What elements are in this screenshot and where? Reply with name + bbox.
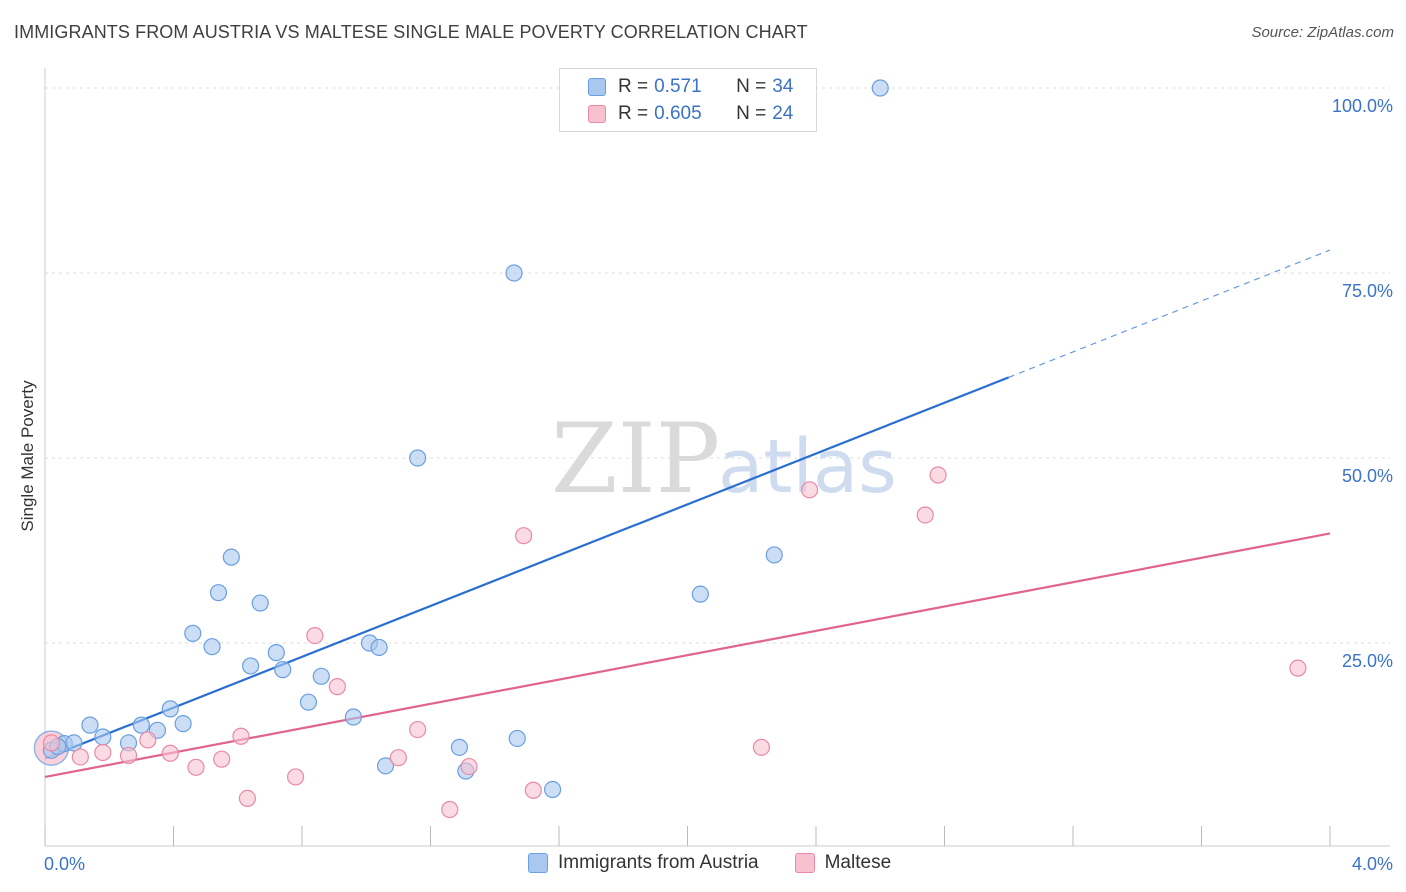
y-tick-label: 75.0% xyxy=(1342,281,1393,301)
chart-title: IMMIGRANTS FROM AUSTRIA VS MALTESE SINGL… xyxy=(14,22,808,42)
data-point-austria xyxy=(508,729,526,748)
series-label-maltese: Maltese xyxy=(824,852,892,873)
data-point-maltese xyxy=(232,727,250,745)
data-points xyxy=(33,79,1307,819)
data-point-austria xyxy=(312,667,330,685)
legend-swatch-maltese xyxy=(588,105,606,123)
data-point-austria xyxy=(274,661,292,679)
legend-n-label: N = xyxy=(736,103,767,124)
data-point-maltese xyxy=(441,800,459,819)
data-point-austria xyxy=(543,780,562,799)
data-point-austria xyxy=(251,594,269,612)
axes xyxy=(44,68,1390,847)
data-point-maltese xyxy=(238,789,256,808)
series-legend-maltese[interactable]: Maltese xyxy=(794,852,892,874)
data-point-austria xyxy=(203,638,221,656)
data-point-austria xyxy=(222,548,240,566)
data-point-maltese xyxy=(119,746,138,765)
data-point-austria xyxy=(174,715,192,733)
data-point-maltese xyxy=(213,750,231,768)
data-point-maltese xyxy=(916,506,934,524)
data-point-maltese xyxy=(515,527,533,545)
legend-swatch-austria xyxy=(588,78,606,96)
legend-r-label: R = xyxy=(618,103,649,124)
data-point-austria xyxy=(871,79,889,97)
trend-line xyxy=(44,532,1331,779)
data-point-maltese xyxy=(306,626,324,645)
data-point-austria xyxy=(344,708,362,726)
data-point-austria xyxy=(370,638,388,657)
data-point-austria xyxy=(184,624,202,642)
data-point-austria xyxy=(94,728,112,746)
data-point-maltese xyxy=(460,757,478,776)
legend-r-value: 0.605 xyxy=(654,103,702,124)
y-tick-label: 25.0% xyxy=(1342,651,1393,671)
trend-line xyxy=(44,376,1010,760)
data-point-austria xyxy=(299,693,318,711)
data-point-austria xyxy=(65,734,83,752)
data-point-maltese xyxy=(800,481,819,499)
series-swatch-maltese xyxy=(794,853,815,873)
data-point-maltese xyxy=(139,731,157,749)
series-legend: Immigrants from Austria Maltese xyxy=(528,852,927,874)
data-point-austria xyxy=(691,585,709,603)
series-swatch-austria xyxy=(528,853,548,873)
data-point-austria xyxy=(161,700,179,718)
data-point-austria xyxy=(409,449,427,467)
data-point-maltese xyxy=(389,749,407,767)
data-point-maltese xyxy=(42,734,61,752)
source-label: Source: ZipAtlas.com xyxy=(1251,24,1394,41)
data-point-austria xyxy=(242,657,260,675)
data-point-maltese xyxy=(94,743,112,762)
legend-row-maltese: R = 0.605 N = 24 xyxy=(560,101,793,127)
data-point-maltese xyxy=(286,768,305,786)
data-point-austria xyxy=(209,584,228,602)
watermark-zip: ZIP xyxy=(551,403,720,515)
data-point-maltese xyxy=(524,781,542,799)
data-point-maltese xyxy=(161,744,179,762)
legend-r-value: 0.571 xyxy=(654,76,702,97)
data-point-austria xyxy=(81,716,99,734)
legend-r-label: R = xyxy=(618,76,649,97)
data-point-maltese xyxy=(187,758,205,776)
y-tick-label: 50.0% xyxy=(1342,466,1393,486)
trend-lines xyxy=(44,249,1331,779)
data-point-maltese xyxy=(328,678,346,696)
data-point-austria xyxy=(267,644,285,662)
tick-labels: 25.0% 50.0% 75.0% 100.0% 0.0% 4.0% xyxy=(44,96,1393,874)
legend-n-value: 24 xyxy=(772,103,794,124)
legend-row-austria: R = 0.571 N = 34 xyxy=(560,74,793,100)
gridlines xyxy=(45,87,1390,644)
data-point-maltese xyxy=(1289,659,1307,677)
trend-line-extension xyxy=(1008,249,1331,378)
series-label-austria: Immigrants from Austria xyxy=(558,852,759,873)
data-point-austria xyxy=(505,264,523,282)
data-point-austria xyxy=(450,738,469,756)
series-legend-austria[interactable]: Immigrants from Austria xyxy=(528,852,759,874)
data-point-maltese xyxy=(929,466,947,484)
data-point-austria xyxy=(376,757,395,775)
data-point-austria xyxy=(132,716,150,734)
x-tick-label: 0.0% xyxy=(44,854,85,874)
data-point-maltese xyxy=(71,748,89,766)
data-point-maltese xyxy=(752,738,770,756)
y-tick-label: 100.0% xyxy=(1332,96,1393,116)
data-point-maltese xyxy=(409,720,427,739)
legend-n-value: 34 xyxy=(772,76,794,97)
legend-n-label: N = xyxy=(736,76,767,97)
data-point-austria xyxy=(765,546,783,564)
correlation-legend: R = 0.571 N = 34 R = 0.605 N = 24 xyxy=(559,68,817,132)
x-tick-label: 4.0% xyxy=(1352,854,1393,874)
